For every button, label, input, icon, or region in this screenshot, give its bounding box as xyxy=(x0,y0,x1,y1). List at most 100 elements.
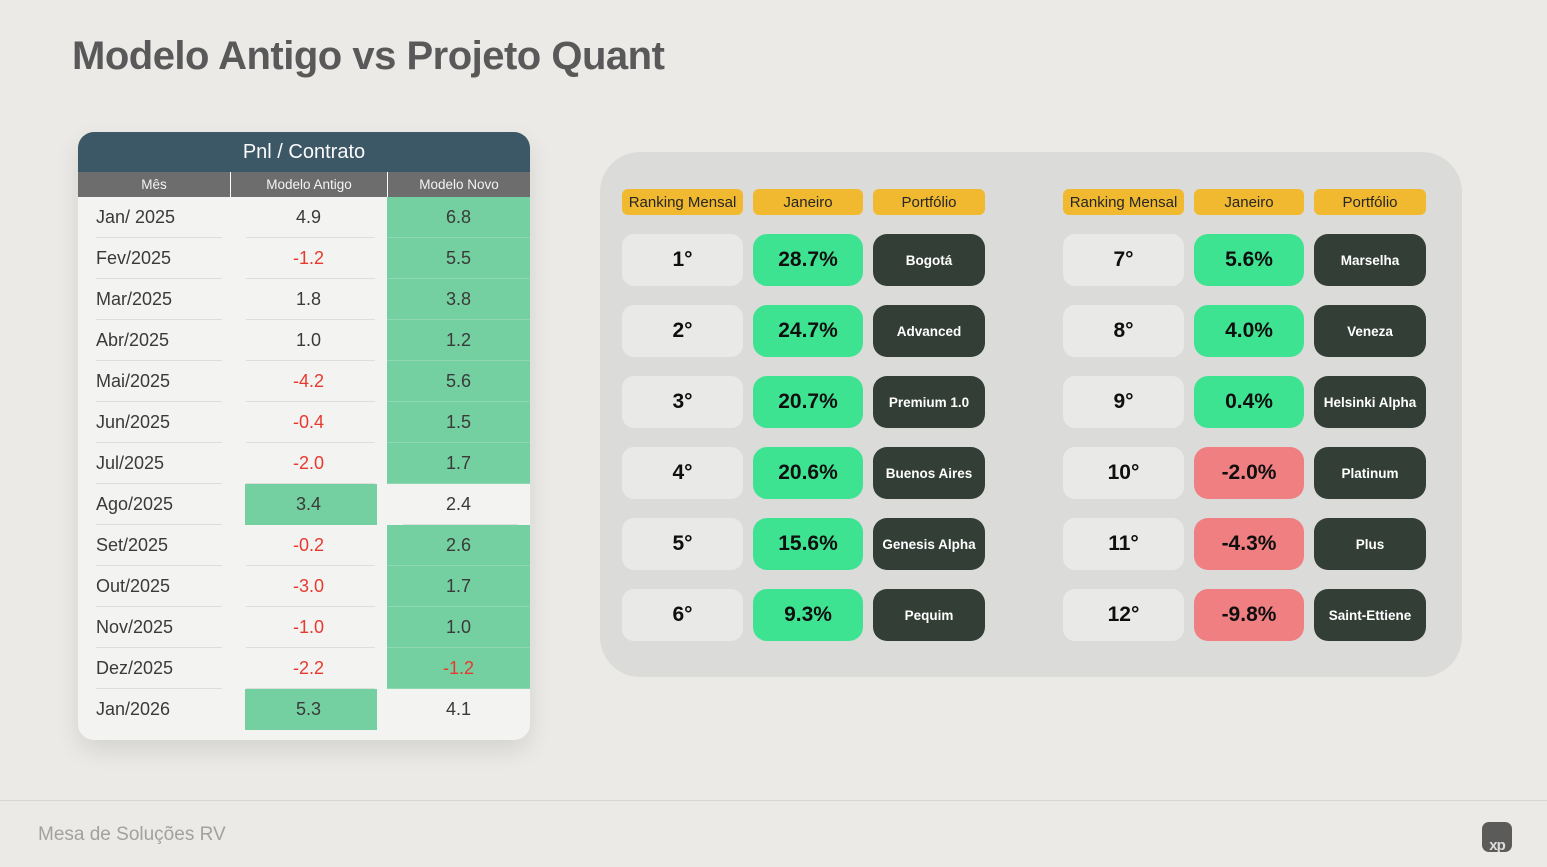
modelo-antigo-cell: -0.4 xyxy=(230,402,387,443)
pnl-table-row: Abr/2025 1.0 1.2 xyxy=(78,320,530,361)
modelo-novo-cell: 6.8 xyxy=(387,197,530,238)
modelo-antigo-cell: -3.0 xyxy=(230,566,387,607)
portfolio-badge: Advanced xyxy=(873,305,985,357)
month-cell: Jan/ 2025 xyxy=(78,197,230,238)
rank-badge: 2° xyxy=(622,305,743,357)
modelo-novo-cell: 3.8 xyxy=(387,279,530,320)
return-badge: 24.7% xyxy=(753,305,863,357)
portfolio-badge: Helsinki Alpha xyxy=(1314,376,1426,428)
modelo-antigo-cell: -0.2 xyxy=(230,525,387,566)
modelo-novo-cell: 1.2 xyxy=(387,320,530,361)
month-cell: Set/2025 xyxy=(78,525,230,566)
month-cell: Jul/2025 xyxy=(78,443,230,484)
ranking-mensal-header: Ranking Mensal xyxy=(1063,189,1184,215)
modelo-antigo-cell: 3.4 xyxy=(230,484,387,525)
rank-badge: 7° xyxy=(1063,234,1184,286)
modelo-antigo-cell: 4.9 xyxy=(230,197,387,238)
page-title: Modelo Antigo vs Projeto Quant xyxy=(72,34,665,78)
portfolio-badge: Marselha xyxy=(1314,234,1426,286)
column-header-modelo-novo: Modelo Novo xyxy=(387,172,530,197)
rank-badge: 8° xyxy=(1063,305,1184,357)
portfolio-badge: Genesis Alpha xyxy=(873,518,985,570)
return-badge: 9.3% xyxy=(753,589,863,641)
portfolio-badge: Platinum xyxy=(1314,447,1426,499)
modelo-novo-cell: 4.1 xyxy=(445,699,472,719)
ranking-mensal-header: Ranking Mensal xyxy=(622,189,743,215)
rank-badge: 12° xyxy=(1063,589,1184,641)
month-cell: Fev/2025 xyxy=(78,238,230,279)
pnl-table-body: Jan/ 2025 4.9 6.8 Fev/2025 -1.2 5.5 Mar/2025 1.… xyxy=(78,197,530,730)
return-badge: 5.6% xyxy=(1194,234,1304,286)
xp-logo: xp xyxy=(1482,822,1512,852)
rank-badge: 11° xyxy=(1063,518,1184,570)
modelo-antigo-cell: -2.2 xyxy=(230,648,387,689)
modelo-novo-cell: 1.7 xyxy=(387,566,530,607)
footer-divider xyxy=(0,800,1547,801)
return-badge: 0.4% xyxy=(1194,376,1304,428)
month-cell: Mar/2025 xyxy=(78,279,230,320)
modelo-antigo-cell: 5.3 xyxy=(230,689,387,730)
pnl-table-header-row: Mês Modelo Antigo Modelo Novo xyxy=(78,172,530,197)
month-header: Janeiro xyxy=(1194,189,1304,215)
modelo-novo-cell: 2.4 xyxy=(387,484,530,525)
modelo-novo-cell: -1.2 xyxy=(387,648,530,689)
month-cell: Jan/2026 xyxy=(96,699,171,719)
modelo-antigo-cell: -1.0 xyxy=(230,607,387,648)
return-badge: -2.0% xyxy=(1194,447,1304,499)
pnl-table-row: Set/2025 -0.2 2.6 xyxy=(78,525,530,566)
return-badge: 28.7% xyxy=(753,234,863,286)
month-cell: Abr/2025 xyxy=(78,320,230,361)
column-header-modelo-antigo: Modelo Antigo xyxy=(230,172,387,197)
pnl-table-card: Pnl / Contrato Mês Modelo Antigo Modelo … xyxy=(78,132,530,740)
month-cell: Nov/2025 xyxy=(78,607,230,648)
pnl-table-row: Jan/ 2025 4.9 6.8 xyxy=(78,197,530,238)
pnl-table-row: Jul/2025 -2.0 1.7 xyxy=(78,443,530,484)
rank-badge: 3° xyxy=(622,376,743,428)
rank-badge: 6° xyxy=(622,589,743,641)
ranking-panel: Ranking Mensal Janeiro Portfólio 1° 28.7% Bog… xyxy=(600,152,1462,677)
month-cell: Out/2025 xyxy=(78,566,230,607)
modelo-antigo-cell: 1.8 xyxy=(230,279,387,320)
month-cell: Dez/2025 xyxy=(78,648,230,689)
rank-badge: 5° xyxy=(622,518,743,570)
modelo-novo-cell: 1.0 xyxy=(387,607,530,648)
pnl-table-row: Out/2025 -3.0 1.7 xyxy=(78,566,530,607)
return-badge: 15.6% xyxy=(753,518,863,570)
pnl-table-row: Fev/2025 -1.2 5.5 xyxy=(78,238,530,279)
modelo-novo-cell: 5.6 xyxy=(387,361,530,402)
pnl-table-title: Pnl / Contrato xyxy=(78,132,530,172)
ranking-group-7-12: Ranking Mensal Janeiro Portfólio 7° 5.6% Mars… xyxy=(1063,189,1426,677)
modelo-novo-cell: 1.5 xyxy=(387,402,530,443)
return-badge: -4.3% xyxy=(1194,518,1304,570)
pnl-table-row: Mar/2025 1.8 3.8 xyxy=(78,279,530,320)
portfolio-badge: Pequim xyxy=(873,589,985,641)
pnl-table-row: Dez/2025 -2.2 -1.2 xyxy=(78,648,530,689)
portfolio-badge: Premium 1.0 xyxy=(873,376,985,428)
portfolio-badge: Plus xyxy=(1314,518,1426,570)
footer-label: Mesa de Soluções RV xyxy=(38,824,226,845)
pnl-table-row: Mai/2025 -4.2 5.6 xyxy=(78,361,530,402)
month-cell: Mai/2025 xyxy=(78,361,230,402)
modelo-antigo-cell: -1.2 xyxy=(230,238,387,279)
rank-badge: 10° xyxy=(1063,447,1184,499)
modelo-novo-cell: 5.5 xyxy=(387,238,530,279)
modelo-antigo-cell: -2.0 xyxy=(230,443,387,484)
return-badge: 4.0% xyxy=(1194,305,1304,357)
return-badge: 20.7% xyxy=(753,376,863,428)
column-header-mes: Mês xyxy=(141,177,167,192)
modelo-antigo-cell: -4.2 xyxy=(230,361,387,402)
portfolio-header: Portfólio xyxy=(873,189,985,215)
pnl-table-row: Jan/2026 5.3 4.1 xyxy=(78,689,530,730)
modelo-novo-cell: 1.7 xyxy=(387,443,530,484)
rank-badge: 9° xyxy=(1063,376,1184,428)
xp-logo-text: xp xyxy=(1489,837,1505,852)
portfolio-badge: Veneza xyxy=(1314,305,1426,357)
month-header: Janeiro xyxy=(753,189,863,215)
portfolio-badge: Saint-Ettiene xyxy=(1314,589,1426,641)
month-cell: Jun/2025 xyxy=(78,402,230,443)
month-cell: Ago/2025 xyxy=(78,484,230,525)
return-badge: 20.6% xyxy=(753,447,863,499)
ranking-group-1-6: Ranking Mensal Janeiro Portfólio 1° 28.7% Bog… xyxy=(622,189,985,677)
pnl-table-row: Jun/2025 -0.4 1.5 xyxy=(78,402,530,443)
portfolio-header: Portfólio xyxy=(1314,189,1426,215)
